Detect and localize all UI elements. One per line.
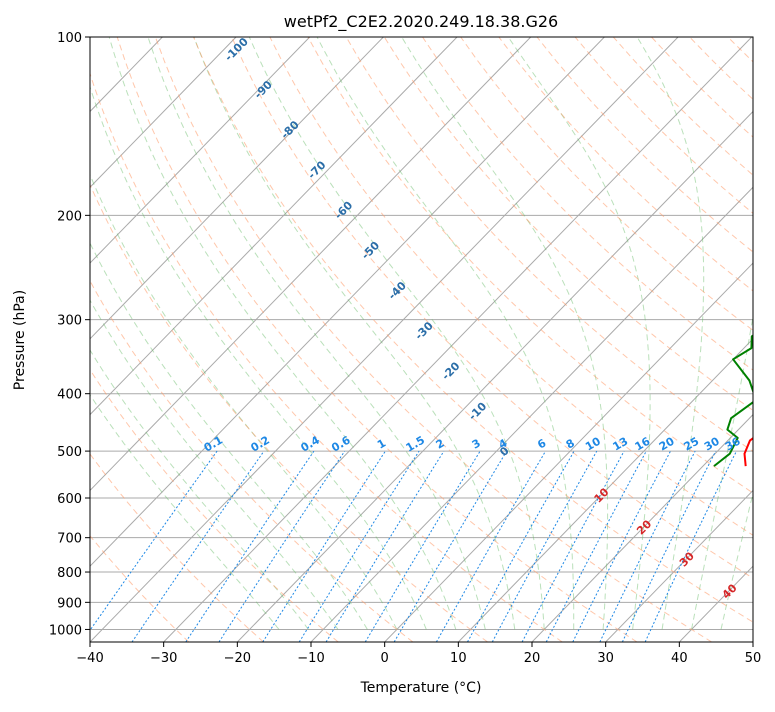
x-tick-label: 50 [745,651,762,666]
y-tick-label: 400 [57,388,82,403]
y-tick-label: 100 [57,31,82,46]
y-tick-label: 800 [57,566,82,581]
x-tick-label: 20 [524,651,541,666]
x-tick-label: 30 [597,651,614,666]
y-tick-label: 700 [57,532,82,547]
y-tick-label: 300 [57,314,82,329]
y-tick-label: 500 [57,445,82,460]
y-tick-label: 900 [57,596,82,611]
y-tick-label: 1000 [49,623,82,638]
x-tick-label: 0 [381,651,389,666]
y-tick-label: 600 [57,492,82,507]
x-axis-label: Temperature (°C) [360,680,482,696]
x-tick-label: −10 [297,651,324,666]
x-tick-label: −20 [224,651,251,666]
y-axis-label: Pressure (hPa) [12,290,28,390]
x-tick-label: −30 [150,651,177,666]
x-tick-label: 40 [671,651,688,666]
y-tick-label: 200 [57,209,82,224]
isotherm-line [753,37,775,642]
x-tick-label: 10 [450,651,467,666]
dry-adiabat [766,37,775,642]
x-tick-label: −40 [76,651,103,666]
chart-title: wetPf2_C2E2.2020.249.18.38.G26 [284,12,558,32]
